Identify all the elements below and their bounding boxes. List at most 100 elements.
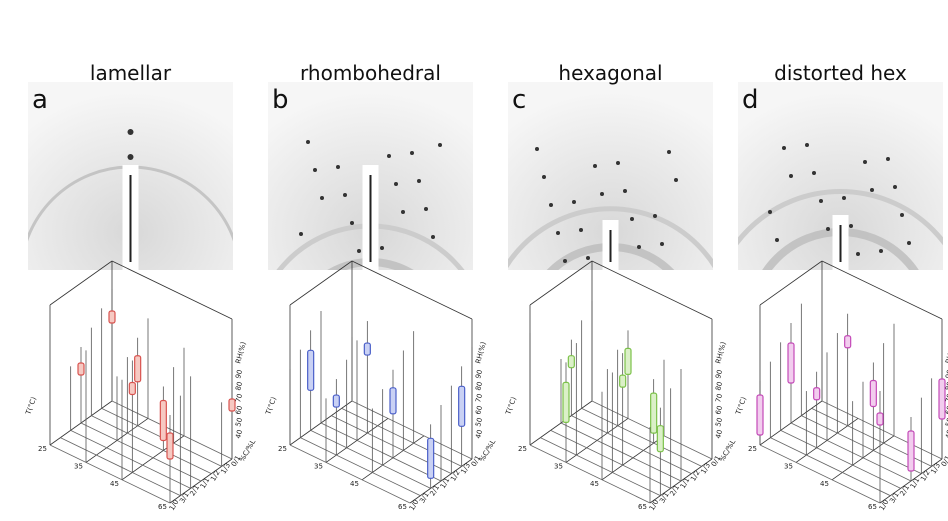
spot [313, 168, 317, 172]
floor-line [821, 400, 943, 460]
spot [667, 150, 671, 154]
spot [863, 160, 867, 164]
phase-bar [228, 398, 236, 412]
axis-line [529, 260, 593, 306]
tick-label: 70 [944, 393, 948, 404]
panel-letter: c [512, 85, 526, 115]
spot [410, 151, 414, 155]
spot [431, 235, 435, 239]
tick-label: 65 [638, 503, 647, 511]
tick-label: 40 [474, 429, 484, 440]
tick-label: 35 [314, 462, 323, 470]
axis-line [111, 260, 233, 320]
tick-label: 25 [38, 445, 47, 453]
phase-bar [656, 425, 664, 453]
spot [660, 242, 664, 246]
spot [401, 210, 405, 214]
phase-bar [567, 355, 575, 369]
tick-label: 65 [398, 503, 407, 511]
tick-label: 60 [714, 405, 724, 416]
tick-label: 45 [350, 480, 359, 488]
spot [768, 210, 772, 214]
spot [886, 157, 890, 161]
ring [546, 243, 675, 270]
spot [438, 143, 442, 147]
panel-letter: d [742, 85, 759, 115]
tick-label: 40 [234, 429, 244, 440]
tick-label: 50 [944, 417, 948, 428]
spot [674, 178, 678, 182]
spot [630, 217, 634, 221]
axis-line [759, 260, 823, 306]
spot [127, 129, 134, 135]
floor-line [70, 429, 191, 489]
axis-line [289, 260, 353, 306]
spot [623, 189, 627, 193]
phase-bar [869, 379, 877, 408]
tick-label: 90 [474, 369, 484, 380]
phase-bar [332, 394, 340, 408]
tick-label: 80 [474, 381, 484, 392]
tick-label: 50 [234, 417, 244, 428]
spot [812, 171, 816, 175]
spot [826, 227, 830, 231]
panel-letter: b [272, 85, 289, 115]
axis-label: %C/%L [238, 438, 257, 463]
tick-label: 65 [868, 503, 877, 511]
tick-label: 90 [714, 369, 724, 380]
spot [572, 200, 576, 204]
spot [380, 246, 384, 250]
floor-line [341, 407, 462, 467]
phase-bar [77, 362, 85, 376]
panel-title: distorted hex [774, 61, 907, 85]
panel-title: hexagonal [558, 61, 662, 85]
phase-bar [363, 342, 371, 356]
spot [586, 256, 590, 260]
spot [870, 188, 874, 192]
floor-line [310, 429, 431, 489]
tick-label: 70 [714, 393, 724, 404]
tick-label: 60 [474, 405, 484, 416]
axis-label: %C/%L [478, 438, 497, 463]
floor-line [540, 437, 661, 497]
spot [879, 249, 883, 253]
phase-bar [427, 437, 435, 479]
ring [327, 258, 414, 270]
tick-label: 45 [820, 480, 829, 488]
panel-title: rhombohedral [300, 61, 441, 85]
tick-label: 40 [944, 429, 948, 440]
spot [306, 140, 310, 144]
tick-label: 80 [944, 381, 948, 392]
tick-label: 90 [944, 369, 948, 380]
phase-bar [562, 381, 570, 423]
spot [600, 192, 604, 196]
panel-title: lamellar [90, 61, 172, 85]
floor-line [560, 422, 682, 482]
phase-bar [813, 387, 821, 401]
spot [549, 203, 553, 207]
floor-line [780, 429, 901, 489]
phase-bar [624, 347, 632, 375]
phase-bar [844, 335, 852, 349]
tick-label: 25 [278, 445, 287, 453]
phase-bar [166, 432, 174, 460]
axis-label: RH(%) [714, 341, 728, 365]
tick-label: 60 [234, 405, 244, 416]
tick-label: 50 [714, 417, 724, 428]
axis-label: T(°C) [264, 396, 278, 417]
phase-bar [650, 392, 658, 434]
tick-label: 45 [590, 480, 599, 488]
floor-line [351, 400, 473, 460]
spot [637, 245, 641, 249]
floor-line [550, 429, 671, 489]
tick-label: 40 [714, 429, 724, 440]
axis-label: %C/%L [718, 438, 737, 463]
spot [424, 207, 428, 211]
axis-label: RH(%) [474, 341, 488, 365]
phase-bar [756, 394, 764, 436]
axis-line [591, 260, 713, 320]
tick-label: 0/1 [940, 454, 948, 468]
spot [542, 175, 546, 179]
spot [856, 252, 860, 256]
phase-bar [128, 381, 136, 396]
